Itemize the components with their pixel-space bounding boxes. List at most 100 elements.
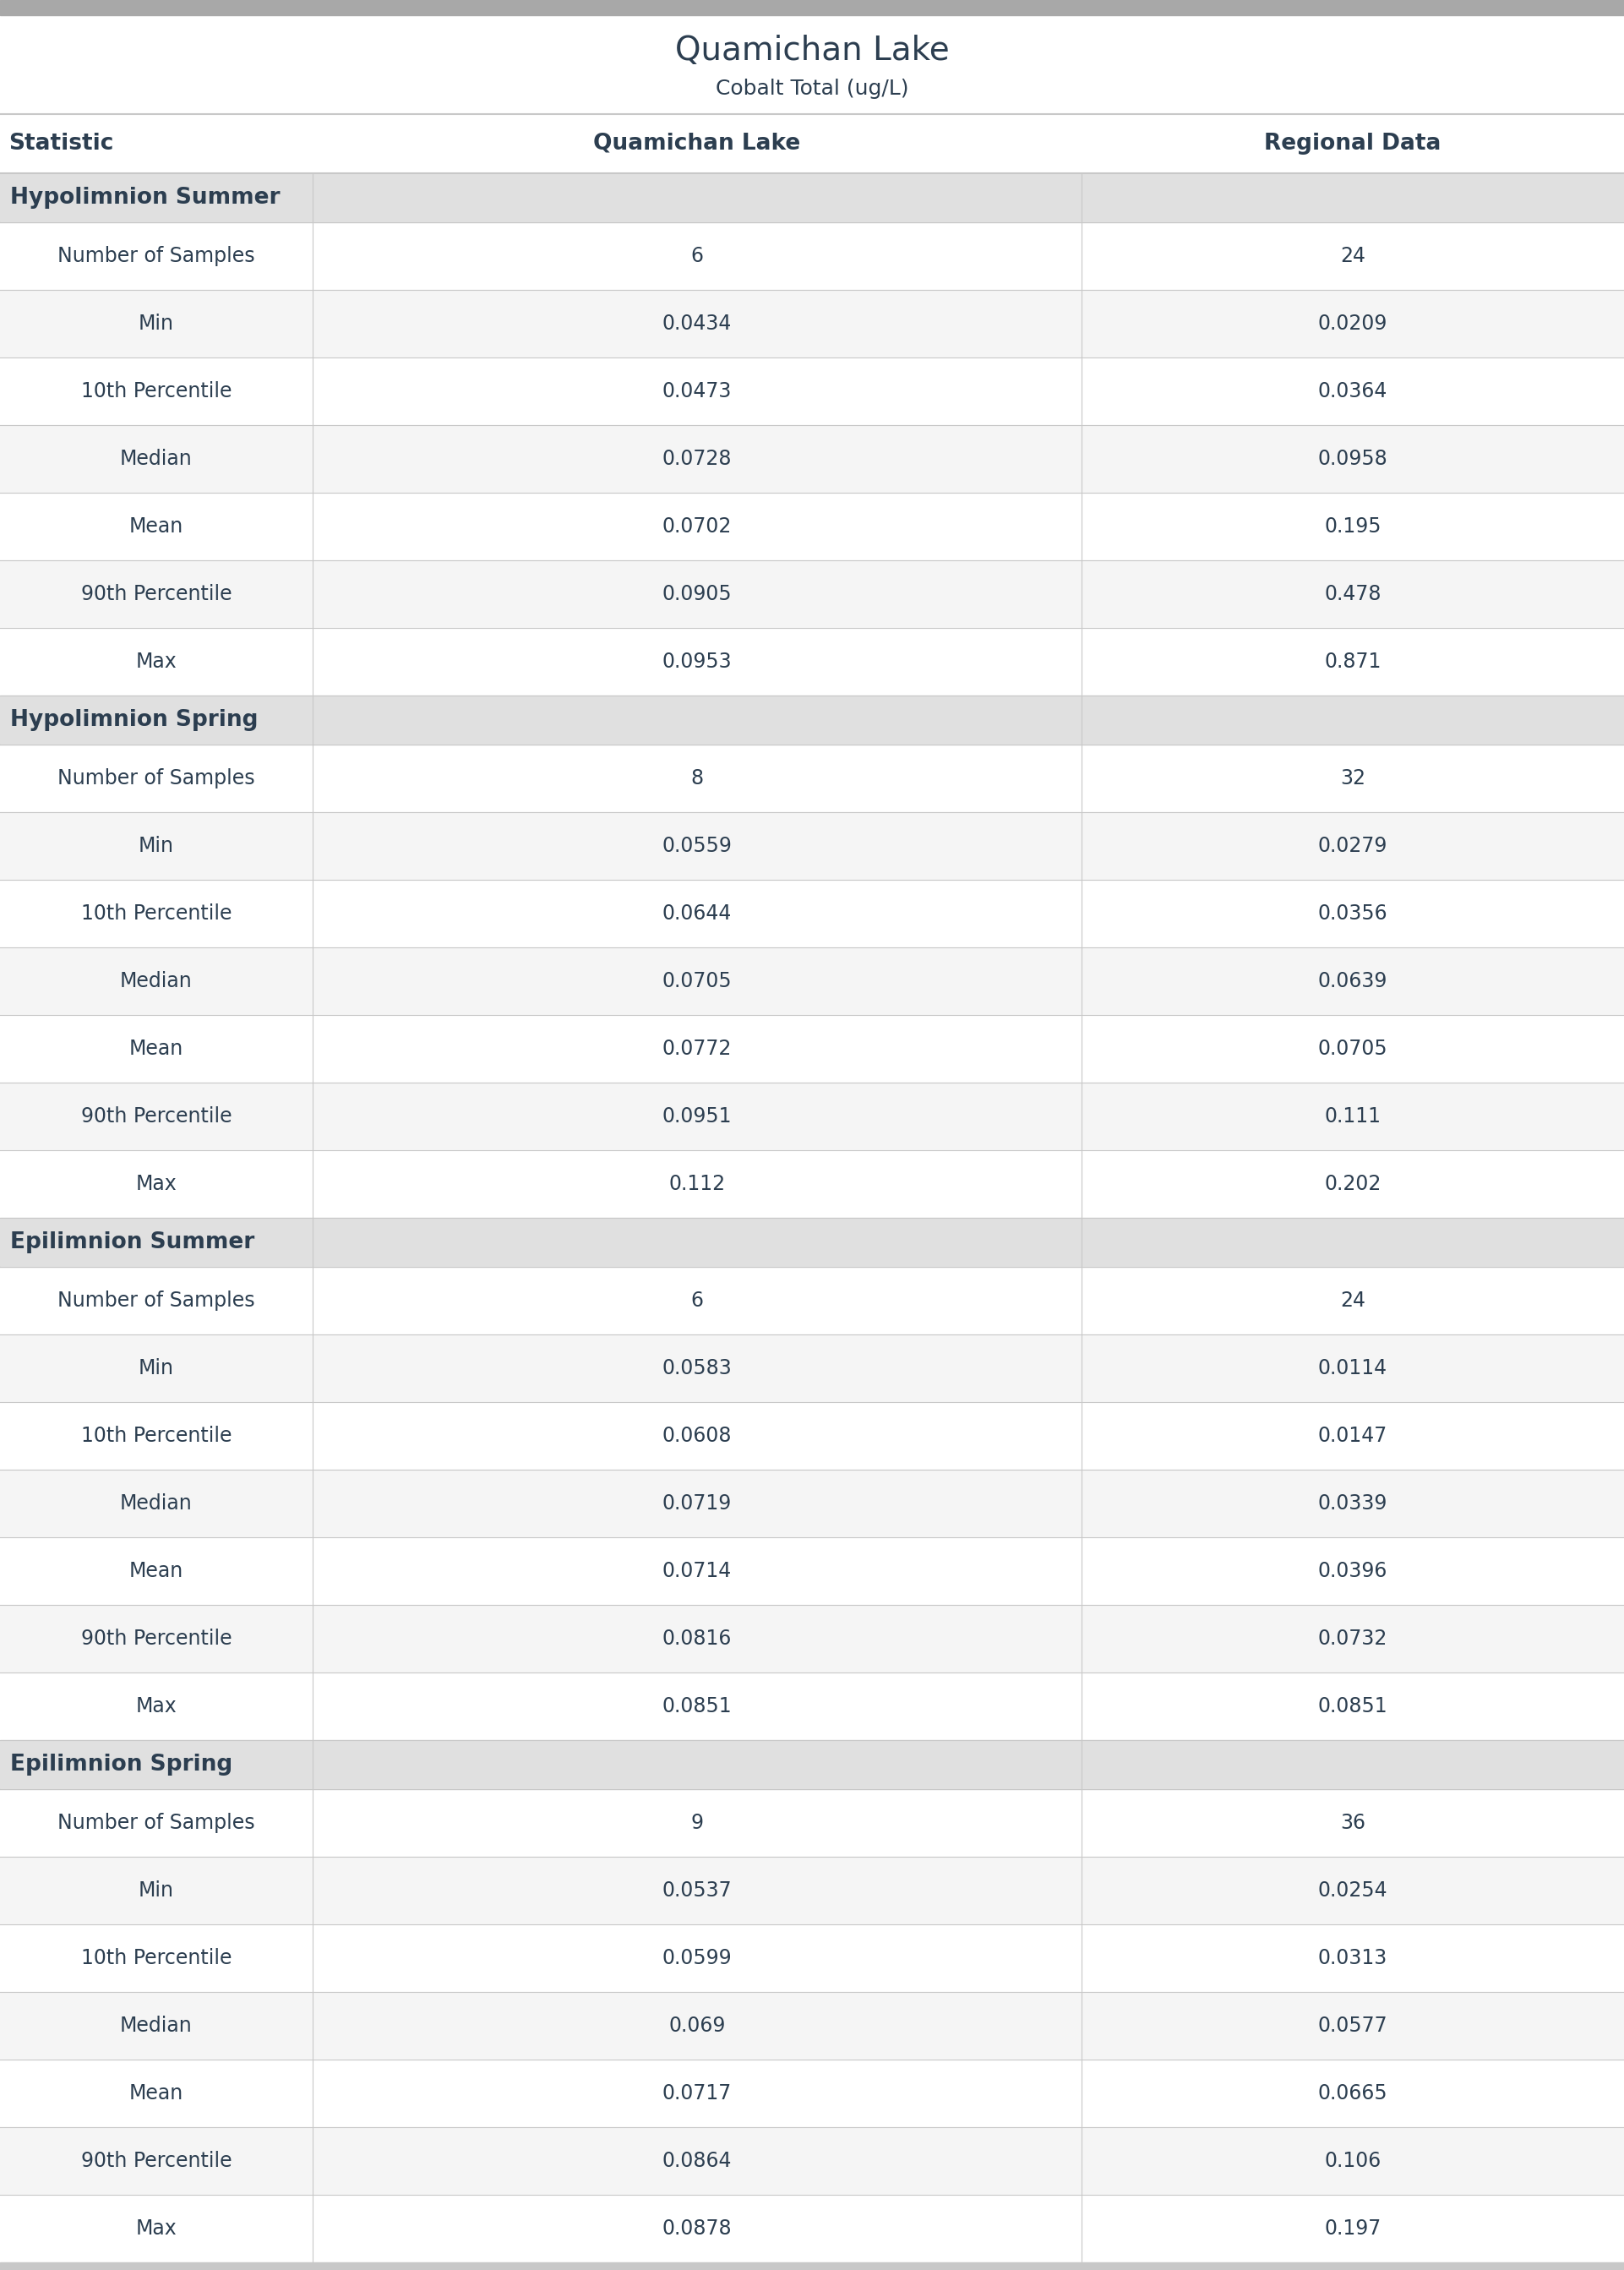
Bar bbox=[0, 1469, 1624, 1537]
Text: 6: 6 bbox=[690, 245, 703, 266]
Text: 0.0905: 0.0905 bbox=[663, 583, 732, 604]
Text: Max: Max bbox=[136, 2218, 177, 2238]
Text: 0.0732: 0.0732 bbox=[1319, 1628, 1387, 1648]
Text: 0.0772: 0.0772 bbox=[663, 1040, 732, 1058]
Text: 90th Percentile: 90th Percentile bbox=[81, 583, 232, 604]
Bar bbox=[0, 1151, 1624, 1217]
Text: Mean: Mean bbox=[130, 1562, 184, 1582]
Bar bbox=[0, 695, 1624, 745]
Text: 0.0951: 0.0951 bbox=[663, 1105, 732, 1126]
Text: 0.0473: 0.0473 bbox=[663, 381, 732, 402]
Text: 8: 8 bbox=[690, 767, 703, 788]
Text: 0.0851: 0.0851 bbox=[663, 1696, 732, 1716]
Text: 0.0639: 0.0639 bbox=[1319, 972, 1387, 992]
Bar bbox=[0, 1083, 1624, 1151]
Text: 0.0434: 0.0434 bbox=[663, 313, 732, 334]
Bar bbox=[0, 1217, 1624, 1267]
Text: 0.0702: 0.0702 bbox=[663, 515, 732, 536]
Text: 0.871: 0.871 bbox=[1324, 651, 1382, 672]
Text: Min: Min bbox=[138, 1357, 174, 1378]
Text: 0.0608: 0.0608 bbox=[663, 1426, 732, 1446]
Text: 10th Percentile: 10th Percentile bbox=[81, 1948, 232, 1968]
Text: Quamichan Lake: Quamichan Lake bbox=[593, 132, 801, 154]
Text: Quamichan Lake: Quamichan Lake bbox=[676, 34, 948, 66]
Text: 0.0254: 0.0254 bbox=[1317, 1880, 1387, 1900]
Text: Mean: Mean bbox=[130, 515, 184, 536]
Text: Number of Samples: Number of Samples bbox=[57, 1292, 255, 1310]
Text: 0.106: 0.106 bbox=[1324, 2152, 1380, 2170]
Text: Max: Max bbox=[136, 1174, 177, 1194]
Text: 36: 36 bbox=[1340, 1814, 1366, 1834]
Text: 0.0147: 0.0147 bbox=[1319, 1426, 1387, 1446]
Text: 32: 32 bbox=[1340, 767, 1366, 788]
Bar bbox=[0, 1741, 1624, 1789]
Text: 0.0864: 0.0864 bbox=[663, 2152, 732, 2170]
Text: 90th Percentile: 90th Percentile bbox=[81, 1628, 232, 1648]
Text: 0.112: 0.112 bbox=[669, 1174, 726, 1194]
Text: 0.0599: 0.0599 bbox=[663, 1948, 732, 1968]
Text: 9: 9 bbox=[690, 1814, 703, 1834]
Text: Number of Samples: Number of Samples bbox=[57, 245, 255, 266]
Text: Number of Samples: Number of Samples bbox=[57, 767, 255, 788]
Text: 6: 6 bbox=[690, 1292, 703, 1310]
Bar bbox=[0, 813, 1624, 881]
Text: 0.0958: 0.0958 bbox=[1317, 449, 1389, 470]
Text: 0.0644: 0.0644 bbox=[663, 903, 732, 924]
Bar bbox=[0, 629, 1624, 695]
Text: 0.0878: 0.0878 bbox=[663, 2218, 732, 2238]
Text: 0.0559: 0.0559 bbox=[663, 835, 732, 856]
Bar bbox=[0, 424, 1624, 493]
Text: 0.0728: 0.0728 bbox=[663, 449, 732, 470]
Text: 0.0705: 0.0705 bbox=[663, 972, 732, 992]
Text: 0.0279: 0.0279 bbox=[1319, 835, 1387, 856]
Text: 0.197: 0.197 bbox=[1324, 2218, 1380, 2238]
Bar bbox=[0, 745, 1624, 813]
Text: 0.0364: 0.0364 bbox=[1319, 381, 1387, 402]
Text: Min: Min bbox=[138, 835, 174, 856]
Text: 0.202: 0.202 bbox=[1324, 1174, 1382, 1194]
Text: 0.0851: 0.0851 bbox=[1317, 1696, 1387, 1716]
Text: 0.0665: 0.0665 bbox=[1317, 2084, 1387, 2104]
Text: 0.0953: 0.0953 bbox=[663, 651, 732, 672]
Bar bbox=[0, 1673, 1624, 1741]
Bar bbox=[0, 1993, 1624, 2059]
Text: Hypolimnion Summer: Hypolimnion Summer bbox=[10, 186, 279, 209]
Text: Min: Min bbox=[138, 313, 174, 334]
Text: Epilimnion Summer: Epilimnion Summer bbox=[10, 1230, 255, 1253]
Text: Epilimnion Spring: Epilimnion Spring bbox=[10, 1755, 232, 1775]
Text: 0.111: 0.111 bbox=[1325, 1105, 1380, 1126]
Text: 10th Percentile: 10th Percentile bbox=[81, 903, 232, 924]
Text: 0.0583: 0.0583 bbox=[663, 1357, 732, 1378]
Bar bbox=[0, 1925, 1624, 1993]
Text: 0.0714: 0.0714 bbox=[663, 1562, 732, 1582]
Bar bbox=[0, 561, 1624, 629]
Bar bbox=[0, 0, 1624, 16]
Bar bbox=[0, 173, 1624, 222]
Text: 10th Percentile: 10th Percentile bbox=[81, 1426, 232, 1446]
Bar bbox=[0, 881, 1624, 947]
Text: 0.0577: 0.0577 bbox=[1317, 2016, 1387, 2036]
Text: Cobalt Total (ug/L): Cobalt Total (ug/L) bbox=[716, 79, 908, 100]
Text: 90th Percentile: 90th Percentile bbox=[81, 2152, 232, 2170]
Text: Mean: Mean bbox=[130, 2084, 184, 2104]
Text: Statistic: Statistic bbox=[8, 132, 114, 154]
Bar bbox=[0, 1267, 1624, 1335]
Text: 0.0705: 0.0705 bbox=[1317, 1040, 1387, 1058]
Bar bbox=[0, 1403, 1624, 1469]
Bar bbox=[0, 222, 1624, 291]
Text: Mean: Mean bbox=[130, 1040, 184, 1058]
Text: 0.0356: 0.0356 bbox=[1317, 903, 1387, 924]
Bar bbox=[0, 1605, 1624, 1673]
Text: 0.0816: 0.0816 bbox=[663, 1628, 732, 1648]
Text: Median: Median bbox=[120, 2016, 193, 2036]
Text: 0.0209: 0.0209 bbox=[1319, 313, 1387, 334]
Text: Min: Min bbox=[138, 1880, 174, 1900]
Text: 0.0719: 0.0719 bbox=[663, 1494, 732, 1514]
Text: Number of Samples: Number of Samples bbox=[57, 1814, 255, 1834]
Bar bbox=[0, 356, 1624, 424]
Text: Median: Median bbox=[120, 1494, 193, 1514]
Text: Median: Median bbox=[120, 972, 193, 992]
Text: 24: 24 bbox=[1340, 245, 1366, 266]
Text: Median: Median bbox=[120, 449, 193, 470]
Bar bbox=[0, 2127, 1624, 2195]
